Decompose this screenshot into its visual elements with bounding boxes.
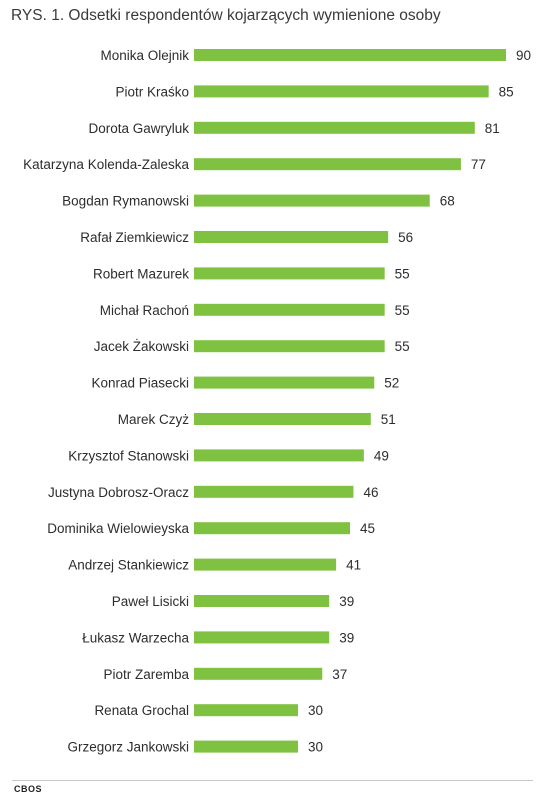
value-label: 55 — [395, 303, 410, 318]
value-label: 85 — [499, 84, 514, 99]
bar — [194, 340, 385, 353]
value-label: 46 — [363, 485, 378, 500]
bar — [194, 85, 489, 98]
value-label: 51 — [381, 412, 396, 427]
bar — [194, 303, 385, 316]
bar — [194, 49, 506, 61]
category-label: Krzysztof Stanowski — [68, 448, 189, 463]
category-label: Konrad Piasecki — [91, 376, 189, 391]
category-label: Jacek Żakowski — [94, 339, 189, 354]
bar — [194, 522, 350, 535]
value-label: 37 — [332, 667, 347, 682]
bar — [194, 158, 461, 171]
category-label: Marek Czyż — [118, 412, 190, 427]
category-label: Monika Olejnik — [100, 48, 189, 63]
category-label: Robert Mazurek — [93, 266, 189, 281]
bar — [194, 704, 298, 717]
value-label: 41 — [346, 558, 361, 573]
category-label: Paweł Lisicki — [112, 594, 189, 609]
category-label: Justyna Dobrosz-Oracz — [48, 485, 189, 500]
bar — [194, 595, 330, 607]
source-label: CBOS — [14, 784, 43, 794]
bar — [194, 631, 330, 644]
bar — [194, 485, 354, 498]
bar — [194, 267, 385, 280]
bar — [194, 194, 430, 207]
bar — [194, 231, 389, 243]
category-label: Rafał Ziemkiewicz — [80, 230, 189, 245]
value-label: 81 — [485, 121, 500, 136]
value-label: 56 — [398, 230, 413, 245]
bar — [194, 413, 371, 425]
bar — [194, 558, 337, 571]
value-label: 30 — [308, 740, 323, 755]
value-label: 90 — [516, 48, 531, 63]
chart-title: RYS. 1. Odsetki respondentów kojarzących… — [11, 7, 441, 24]
value-label: 68 — [440, 194, 455, 209]
category-label: Dorota Gawryluk — [88, 121, 189, 136]
bar — [194, 121, 475, 134]
bar — [194, 667, 323, 680]
footer-divider — [12, 780, 533, 781]
category-label: Piotr Zaremba — [103, 667, 189, 682]
category-label: Andrzej Stankiewicz — [68, 558, 189, 573]
category-label: Grzegorz Jankowski — [67, 740, 189, 755]
value-label: 39 — [339, 630, 354, 645]
value-label: 55 — [395, 266, 410, 281]
value-label: 49 — [374, 448, 389, 463]
value-label: 52 — [384, 376, 399, 391]
category-label: Renata Grochal — [94, 703, 189, 718]
bar — [194, 449, 364, 462]
value-label: 77 — [471, 157, 486, 172]
category-label: Piotr Kraśko — [115, 84, 189, 99]
value-label: 39 — [339, 594, 354, 609]
value-label: 45 — [360, 521, 375, 536]
bar — [194, 376, 375, 389]
category-label: Katarzyna Kolenda-Zaleska — [23, 157, 189, 172]
bar — [194, 740, 298, 753]
category-label: Łukasz Warzecha — [82, 630, 189, 645]
category-label: Dominika Wielowieyska — [47, 521, 189, 536]
category-label: Bogdan Rymanowski — [62, 194, 189, 209]
value-label: 30 — [308, 703, 323, 718]
category-label: Michał Rachoń — [100, 303, 189, 318]
value-label: 55 — [395, 339, 410, 354]
